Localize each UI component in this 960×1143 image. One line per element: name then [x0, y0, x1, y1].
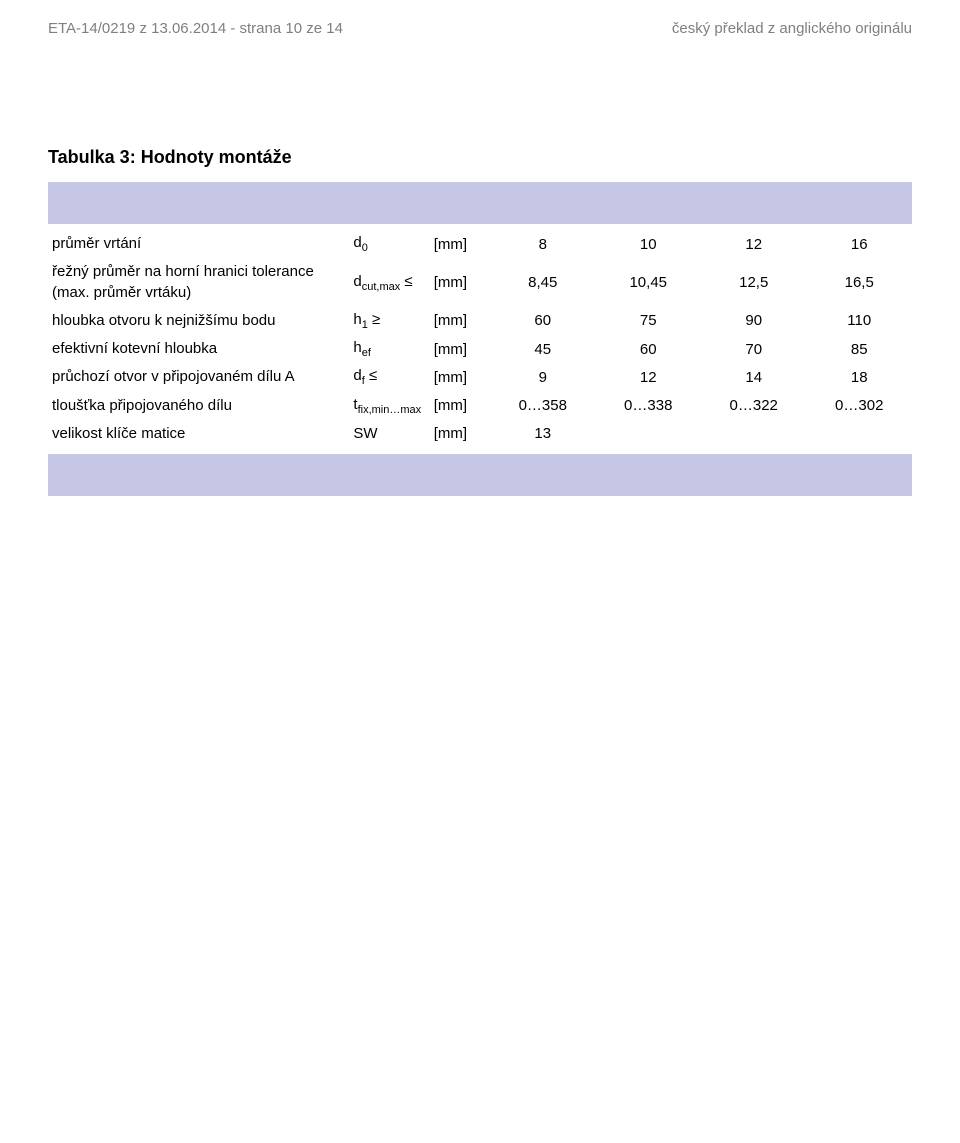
row-label: hloubka otvoru k nejnižšímu bodu: [48, 307, 349, 335]
row-symbol: d0: [349, 230, 429, 258]
row-value: 70: [701, 335, 806, 363]
row-value: [596, 420, 701, 448]
row-symbol: h1 ≥: [349, 307, 429, 335]
row-value: 8: [490, 230, 595, 258]
row-value: 14: [701, 363, 806, 391]
row-value: 45: [490, 335, 595, 363]
row-value: 60: [596, 335, 701, 363]
row-label: průchozí otvor v připojovaném dílu A: [48, 363, 349, 391]
table-row: velikost klíče maticeSW[mm]13: [48, 420, 912, 448]
header-left: ETA-14/0219 z 13.06.2014 - strana 10 ze …: [48, 20, 343, 37]
row-value: 110: [806, 307, 912, 335]
row-symbol: hef: [349, 335, 429, 363]
table-band-top: [48, 182, 912, 224]
page: ETA-14/0219 z 13.06.2014 - strana 10 ze …: [0, 0, 960, 1143]
row-unit: [mm]: [430, 392, 490, 420]
row-value: 9: [490, 363, 595, 391]
row-value: [701, 420, 806, 448]
row-value: 12: [596, 363, 701, 391]
row-symbol: df ≤: [349, 363, 429, 391]
row-value: 0…302: [806, 392, 912, 420]
row-value: 18: [806, 363, 912, 391]
row-unit: [mm]: [430, 335, 490, 363]
table-row: efektivní kotevní hloubkahef[mm]45607085: [48, 335, 912, 363]
row-value: 75: [596, 307, 701, 335]
row-label: velikost klíče matice: [48, 420, 349, 448]
row-label: řežný průměr na horní hranici tolerance …: [48, 258, 349, 307]
row-symbol: dcut,max ≤: [349, 258, 429, 307]
header-right: český překlad z anglického originálu: [672, 20, 912, 37]
table-row: průměr vrtáníd0[mm]8101216: [48, 230, 912, 258]
row-value: 16: [806, 230, 912, 258]
row-value: 60: [490, 307, 595, 335]
row-label: průměr vrtání: [48, 230, 349, 258]
row-value: 0…338: [596, 392, 701, 420]
row-value: 13: [490, 420, 595, 448]
table-row: tloušťka připojovaného dílutfix,min…max[…: [48, 392, 912, 420]
row-unit: [mm]: [430, 420, 490, 448]
row-value: 10,45: [596, 258, 701, 307]
row-symbol: tfix,min…max: [349, 392, 429, 420]
table-row: hloubka otvoru k nejnižšímu boduh1 ≥[mm]…: [48, 307, 912, 335]
row-value: 8,45: [490, 258, 595, 307]
row-unit: [mm]: [430, 258, 490, 307]
row-value: 16,5: [806, 258, 912, 307]
row-value: [806, 420, 912, 448]
page-header: ETA-14/0219 z 13.06.2014 - strana 10 ze …: [48, 20, 912, 37]
row-symbol: SW: [349, 420, 429, 448]
row-value: 0…322: [701, 392, 806, 420]
table-row: řežný průměr na horní hranici tolerance …: [48, 258, 912, 307]
row-unit: [mm]: [430, 363, 490, 391]
montage-table-body: průměr vrtáníd0[mm]8101216řežný průměr n…: [48, 230, 912, 448]
table-title: Tabulka 3: Hodnoty montáže: [48, 147, 912, 168]
row-unit: [mm]: [430, 230, 490, 258]
table-row: průchozí otvor v připojovaném dílu Adf ≤…: [48, 363, 912, 391]
row-value: 85: [806, 335, 912, 363]
row-value: 10: [596, 230, 701, 258]
row-label: tloušťka připojovaného dílu: [48, 392, 349, 420]
row-value: 12: [701, 230, 806, 258]
row-label: efektivní kotevní hloubka: [48, 335, 349, 363]
row-unit: [mm]: [430, 307, 490, 335]
montage-table: průměr vrtáníd0[mm]8101216řežný průměr n…: [48, 230, 912, 448]
row-value: 90: [701, 307, 806, 335]
row-value: 0…358: [490, 392, 595, 420]
row-value: 12,5: [701, 258, 806, 307]
table-band-bottom: [48, 454, 912, 496]
